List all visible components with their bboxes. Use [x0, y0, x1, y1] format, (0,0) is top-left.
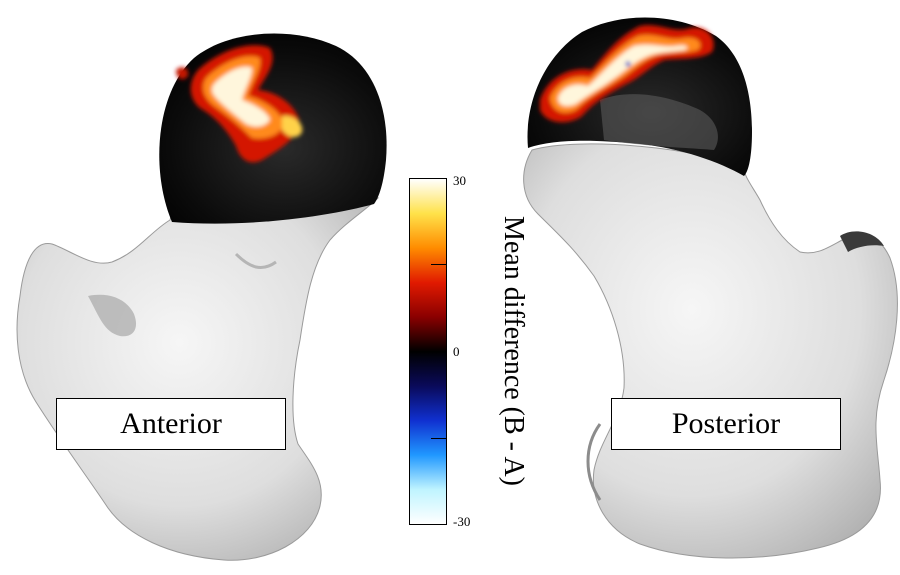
colorbar [409, 178, 447, 525]
colorbar-min-label: -30 [453, 514, 471, 529]
posterior-trochanter-shadow [840, 231, 884, 252]
posterior-bone-ridge [586, 423, 602, 501]
posterior-difference-map [540, 25, 714, 123]
anterior-femur [16, 33, 387, 561]
anterior-difference-map [176, 45, 303, 163]
posterior-head-highlight [600, 94, 718, 150]
anterior-bone-fold [88, 294, 137, 337]
posterior-bone-shaft [523, 143, 898, 559]
posterior-femur [523, 17, 898, 559]
posterior-label: Posterior [671, 407, 781, 440]
colorbar-axis-label: Mean difference (B - A) [498, 215, 529, 487]
anterior-label: Anterior [120, 407, 222, 440]
anterior-bone-crease [234, 252, 277, 270]
colorbar-mid-label: 0 [453, 344, 460, 359]
anterior-bone-shaft [16, 197, 380, 561]
colorbar-max-label: 30 [453, 173, 466, 188]
colorbar-tick-upper [431, 264, 447, 265]
posterior-label-box: Posterior [611, 398, 841, 450]
colorbar-tick-lower [431, 438, 447, 439]
anterior-label-box: Anterior [56, 398, 286, 450]
